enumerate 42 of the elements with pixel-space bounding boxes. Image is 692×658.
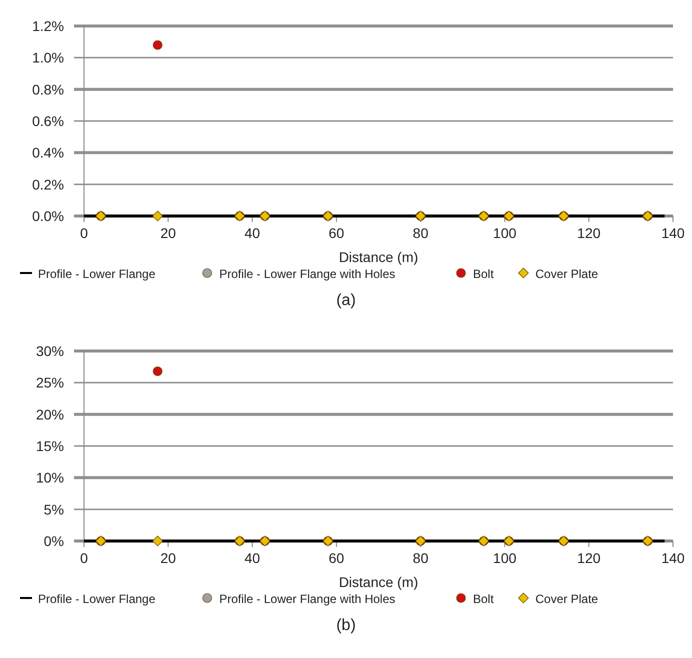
legend-label: Cover Plate [535, 267, 598, 281]
x-tick-label: 40 [244, 225, 260, 241]
legend-label: Profile - Lower Flange [38, 592, 156, 606]
y-tick-label: 15% [36, 438, 64, 454]
y-tick-label: 1.2% [32, 18, 64, 34]
x-tick-label: 0 [80, 225, 88, 241]
x-tick-label: 80 [412, 225, 429, 241]
legend-label: Bolt [473, 592, 494, 606]
x-tick-label: 20 [160, 225, 176, 241]
x-tick-label: 40 [244, 550, 260, 566]
x-tick-label: 100 [493, 550, 517, 566]
y-tick-label: 20% [36, 406, 64, 422]
x-tick-label: 140 [661, 225, 685, 241]
x-tick-label: 140 [661, 550, 685, 566]
x-tick-label: 80 [412, 550, 429, 566]
y-tick-label: 0.8% [32, 81, 64, 98]
x-tick-label: 60 [328, 550, 344, 566]
x-tick-label: 20 [160, 550, 176, 566]
legend-label: Profile - Lower Flange with Holes [219, 267, 396, 281]
text: (a) [336, 292, 356, 309]
x-tick-label: 120 [577, 550, 601, 566]
y-tick-label: 0.0% [32, 208, 64, 224]
y-tick-label: 30% [36, 343, 64, 359]
x-axis-title: Distance (m) [338, 249, 418, 265]
y-tick-label: 10% [36, 470, 64, 486]
x-axis-title: Distance (m) [338, 574, 418, 590]
x-tick-label: 0 [80, 550, 88, 566]
y-tick-label: 1.0% [32, 50, 64, 66]
legend-label: Profile - Lower Flange with Holes [219, 592, 396, 606]
legend-label: Cover Plate [535, 592, 598, 606]
x-tick-label: 120 [577, 225, 601, 241]
legend-label: Bolt [473, 267, 494, 281]
text: (b) [336, 617, 356, 634]
y-tick-label: 0% [44, 533, 64, 549]
y-tick-label: 5% [44, 501, 64, 518]
y-tick-label: 0.2% [32, 176, 64, 192]
y-tick-label: 0.6% [32, 113, 64, 129]
x-tick-label: 100 [493, 225, 517, 241]
x-tick-label: 60 [328, 225, 344, 241]
y-tick-label: 25% [36, 374, 64, 391]
y-tick-label: 0.4% [32, 144, 64, 161]
legend-label: Profile - Lower Flange [38, 267, 156, 281]
